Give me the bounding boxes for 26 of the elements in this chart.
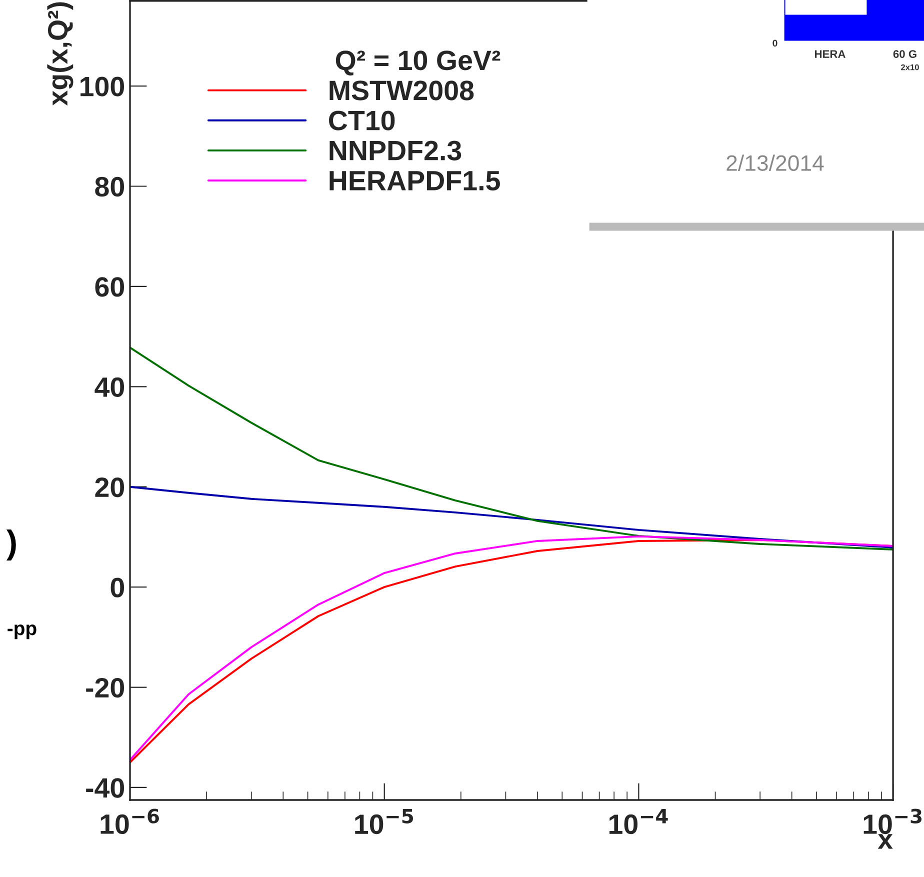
y-tick-label: 80 [95,176,124,197]
y-tick-label: 0 [110,578,124,598]
text: ) [6,529,16,561]
legend-label: HERAPDF1.5 [330,171,500,190]
legend-label: NNPDF2.3 [330,140,462,160]
text: -pp [8,624,36,640]
x-axis-title: x [878,834,893,849]
y-tick-label: -20 [86,678,124,698]
y-tick-label: 100 [80,76,124,96]
x-tick-label: 10$^{−6}$ [100,808,159,834]
annotation: 0 [772,40,778,47]
x-tick-label: 10$^{−4}$ [609,809,668,834]
x-tick-label: 10$^{−5}$ [355,809,414,834]
legend-label: MSTW2008 [330,80,474,100]
y-tick-label: -40 [86,778,124,798]
y-axis-title: xg(x,Q²) [47,2,74,106]
legend-label: CT10 [329,110,395,130]
annotation: HERA [815,50,846,58]
y-tick-label: 20 [95,478,124,498]
y-tick-label: 60 [95,277,124,297]
legend-title: Q² = 10 GeV² [336,50,500,76]
annotation: 2/13/2014 [726,154,824,171]
y-tick-label: 40 [94,377,124,397]
x-tick-label: 10$^{−3}$ [864,808,922,834]
text: 2x10 [901,64,919,70]
text: 60 G [893,50,916,58]
